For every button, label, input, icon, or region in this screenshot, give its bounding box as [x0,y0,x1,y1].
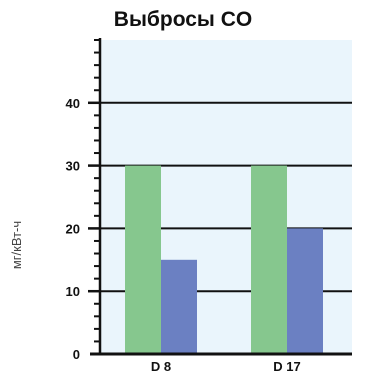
bar [251,165,287,354]
y-tick-label: 20 [66,221,80,236]
y-axis-title: мг/кВт-ч [9,221,24,269]
bar [287,228,323,354]
y-tick-label: 40 [66,96,80,111]
x-tick-label: D 8 [151,359,171,374]
y-tick-label: 30 [66,159,80,174]
bar [161,259,197,354]
y-tick-label: 0 [73,347,80,362]
x-tick-label: D 17 [273,359,300,374]
chart-title: Выбросы CO [113,8,253,31]
y-tick-label: 10 [66,284,80,299]
bar [125,165,161,354]
